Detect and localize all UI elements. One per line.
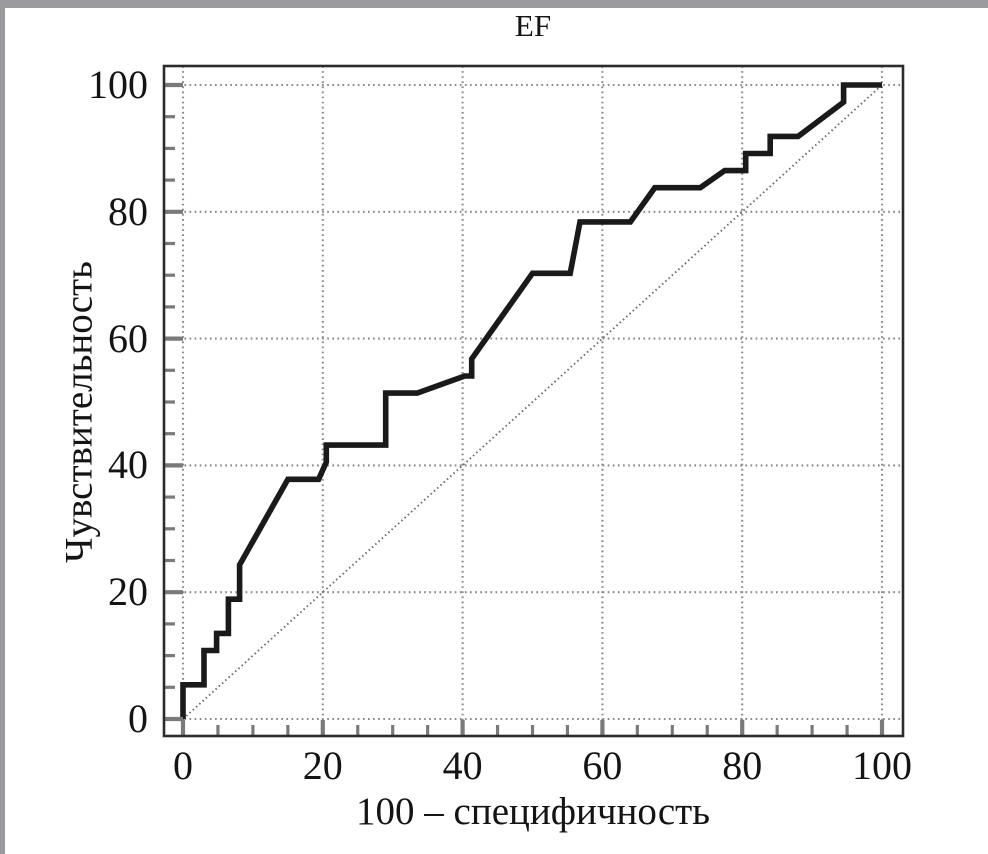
y-tick-label: 100: [88, 62, 148, 107]
y-tick-label: 80: [108, 188, 148, 234]
chart-title: EF: [514, 8, 552, 43]
y-tick-label: 60: [108, 315, 148, 361]
y-tick-label: 0: [128, 696, 148, 741]
x-axis-label: 100 – специфичность: [356, 790, 710, 833]
x-tick-label: 20: [302, 743, 343, 788]
y-axis-label: Чувствительность: [57, 261, 101, 563]
x-tick-label: 60: [582, 743, 623, 788]
x-tick-label: 80: [722, 743, 763, 788]
x-tick-label: 40: [442, 743, 483, 788]
page-top-border: [0, 0, 988, 8]
x-tick-label: 100: [852, 743, 912, 788]
y-tick-label: 20: [108, 569, 148, 615]
x-tick-label: 0: [173, 743, 193, 788]
page-left-border: [0, 0, 5, 854]
y-tick-label: 40: [108, 442, 148, 488]
